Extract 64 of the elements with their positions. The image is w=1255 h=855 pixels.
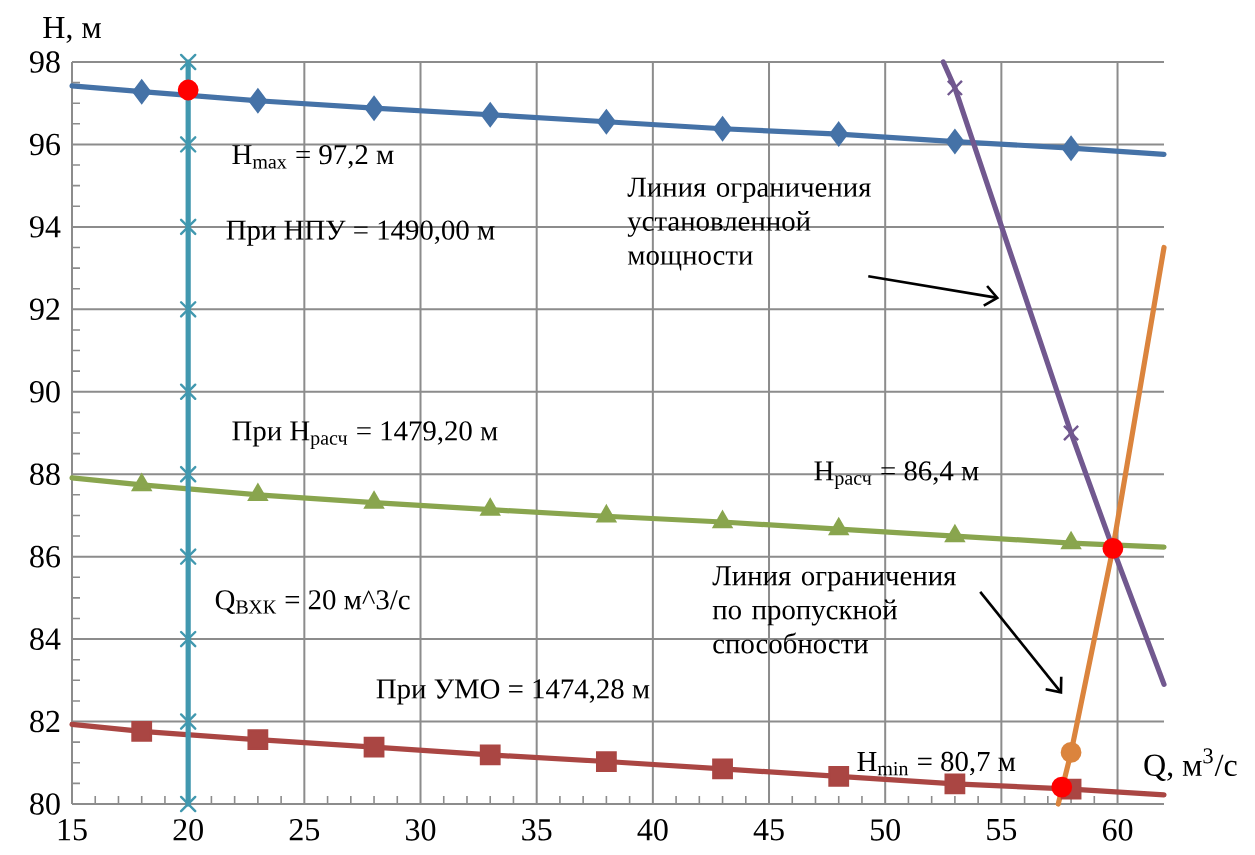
x-tick-label: 50	[871, 819, 900, 841]
point	[828, 765, 850, 787]
point	[179, 218, 197, 236]
x-tick-label: 20	[173, 819, 203, 841]
point	[829, 121, 849, 147]
point	[179, 548, 197, 565]
point	[179, 713, 197, 730]
point	[179, 53, 197, 71]
point	[179, 301, 197, 318]
point	[179, 136, 197, 153]
point	[945, 129, 965, 154]
y-tick-label: 82	[30, 710, 60, 733]
y-tick-label: 92	[29, 298, 60, 321]
point	[179, 795, 197, 813]
annotation: H$_{расч}$ = 86,4 м	[814, 461, 979, 489]
point	[944, 773, 966, 795]
y-tick-label: 86	[30, 545, 60, 568]
point	[179, 383, 197, 401]
y-tick-label: 88	[30, 463, 60, 485]
x-axis-title: Q, м$^{3}$/с	[1144, 748, 1237, 781]
y-tick-label: 94	[29, 216, 61, 238]
annotation: H$_{max}$ = 97,2 м	[232, 145, 394, 169]
annotation: При УМО = 1474,28 м	[376, 679, 650, 705]
annotation: Q$_{ВХК}$ = 20 м^3/с	[215, 590, 410, 614]
point	[479, 744, 501, 766]
point	[179, 630, 197, 648]
y-tick-label: 98	[29, 51, 60, 73]
point	[712, 758, 733, 780]
point	[247, 729, 269, 751]
y-axis-title: H, м	[43, 17, 101, 43]
y-tick-label: 90	[29, 380, 60, 403]
point	[363, 736, 385, 758]
point	[713, 116, 732, 141]
point	[1061, 135, 1081, 161]
annotation: При НПУ = 1490,00 м	[226, 220, 495, 246]
point	[131, 721, 153, 742]
point	[1102, 538, 1124, 559]
point	[179, 465, 197, 483]
point	[946, 79, 964, 97]
y-tick-label: 80	[30, 793, 60, 815]
annotation: Линия ограничения по пропускной способности	[712, 566, 956, 654]
point	[1051, 776, 1073, 798]
point	[132, 79, 152, 104]
point	[1060, 742, 1082, 763]
x-tick-label: 15	[58, 819, 87, 841]
point	[480, 102, 500, 127]
x-tick-label: 55	[987, 819, 1017, 841]
point	[595, 751, 617, 772]
point	[596, 109, 616, 134]
point	[364, 95, 384, 121]
x-tick-label: 25	[289, 819, 320, 841]
x-tick-label: 45	[753, 819, 784, 841]
annotation: Линия ограничения установленной мощности	[627, 177, 871, 271]
point	[1062, 424, 1080, 442]
x-tick-label: 35	[522, 819, 552, 841]
point	[177, 79, 199, 101]
x-tick-label: 30	[406, 819, 436, 841]
x-tick-label: 60	[1102, 819, 1133, 841]
y-tick-label: 96	[29, 133, 60, 156]
annotation: H$_{min}$ = 80,7 м	[857, 751, 1016, 776]
annotation: При H$_{расч}$ = 1479,20 м	[232, 421, 498, 449]
x-tick-label: 40	[637, 819, 668, 841]
point	[248, 88, 268, 113]
y-tick-label: 84	[30, 628, 61, 650]
